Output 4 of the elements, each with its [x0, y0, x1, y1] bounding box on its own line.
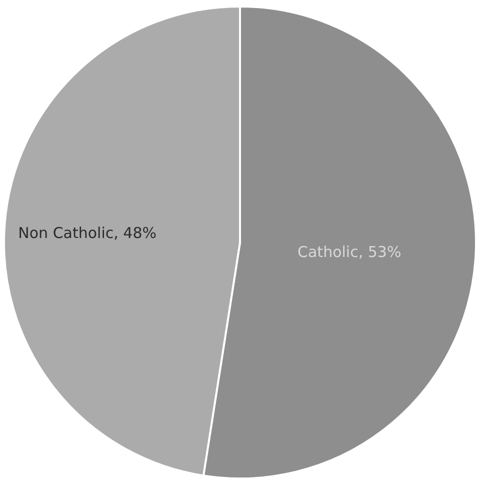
slice-label: Catholic — [298, 243, 358, 262]
data-label: , 53% — [358, 243, 402, 262]
data-label: , 48% — [114, 224, 157, 242]
slice-label: Non Catholic — [18, 224, 114, 242]
